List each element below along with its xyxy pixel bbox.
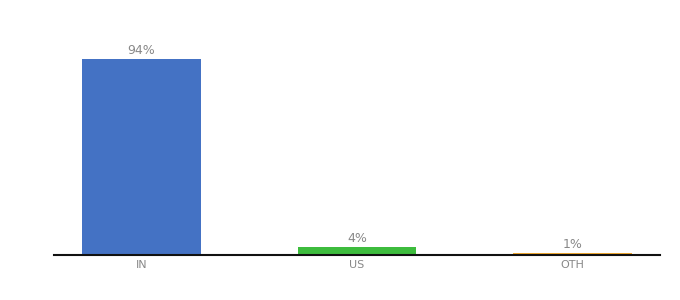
Text: 94%: 94% xyxy=(127,44,155,57)
Bar xyxy=(82,59,201,255)
Text: 1%: 1% xyxy=(563,238,583,251)
Bar xyxy=(298,247,416,255)
Text: 4%: 4% xyxy=(347,232,367,244)
Bar xyxy=(513,253,632,255)
